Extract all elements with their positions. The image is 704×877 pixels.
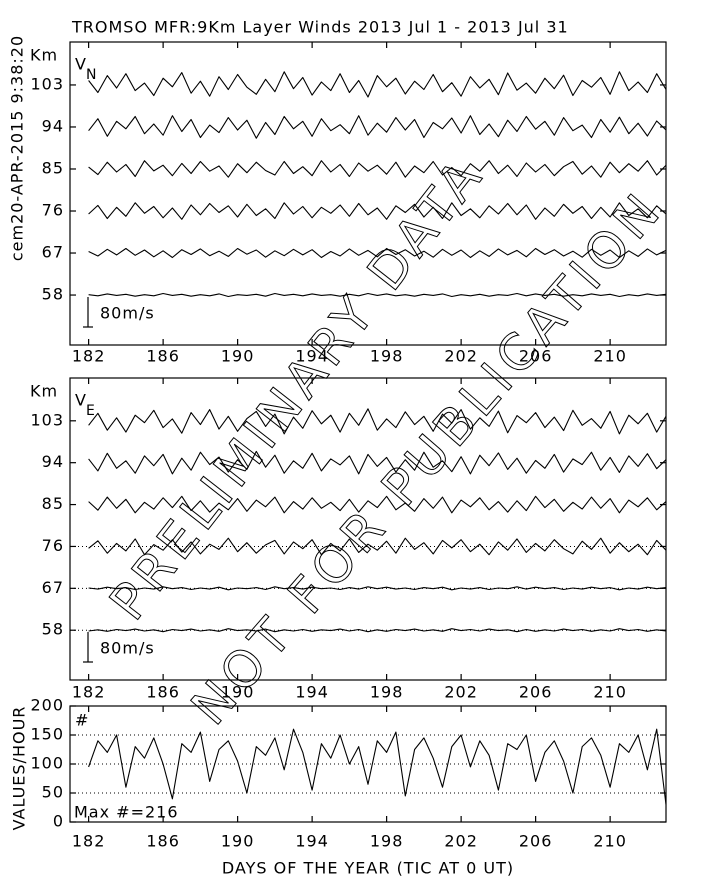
chart-title: TROMSO MFR:9Km Layer Winds 2013 Jul 1 - … <box>71 18 569 37</box>
wind-trace <box>88 495 667 514</box>
x-tick-label: 206 <box>519 347 553 366</box>
y-tick-label: 67 <box>42 578 64 597</box>
y-tick-label: 103 <box>30 410 64 429</box>
y-axis-title: VALUES/HOUR <box>10 706 29 831</box>
x-tick-label: 190 <box>221 347 255 366</box>
panel: 182 186 190 194 198 202 206 210 0 50 100 150 200VALU… <box>10 696 667 851</box>
wind-trace <box>88 160 667 178</box>
panel: 182 186 190 194 198 202 206 210 58 67 76 85 94 103 80m… <box>30 377 667 702</box>
y-axis-title: Km <box>30 46 58 65</box>
x-tick-label: 186 <box>146 832 180 851</box>
x-tick-label: 198 <box>370 832 404 851</box>
wind-trace <box>88 450 667 475</box>
y-tick-label: 67 <box>42 243 64 262</box>
max-label: Max #=216 <box>74 803 179 822</box>
x-tick-label: 194 <box>295 347 329 366</box>
marker-label: # <box>75 711 89 730</box>
x-tick-label: 202 <box>444 832 478 851</box>
wind-trace <box>88 71 667 98</box>
x-tick-label: 206 <box>519 832 553 851</box>
wind-trace <box>88 586 667 591</box>
y-tick-label: 76 <box>42 536 64 555</box>
x-tick-label: 182 <box>72 683 106 702</box>
y-tick-label: 100 <box>30 754 64 773</box>
x-tick-label: 194 <box>295 683 329 702</box>
x-tick-label: 206 <box>519 683 553 702</box>
x-tick-label: 210 <box>593 347 627 366</box>
scale-label: 80m/s <box>100 304 155 323</box>
plot-frame <box>69 41 667 346</box>
plot-frame <box>69 377 667 681</box>
wind-trace <box>88 408 667 435</box>
wind-trace <box>88 202 667 220</box>
wind-trace <box>88 292 667 298</box>
y-tick-label: 94 <box>42 452 64 471</box>
y-tick-label: 94 <box>42 116 64 135</box>
y-tick-label: 0 <box>53 812 64 831</box>
x-tick-label: 210 <box>593 683 627 702</box>
scale-label: 80m/s <box>100 639 155 658</box>
y-tick-label: 76 <box>42 201 64 220</box>
panel: 182 186 190 194 198 202 206 210 58 67 76 85 94 103 80m… <box>30 41 667 366</box>
component-subscript: N <box>86 67 97 83</box>
x-tick-label: 198 <box>370 683 404 702</box>
component-subscript: E <box>86 403 96 419</box>
x-tick-label: 190 <box>221 683 255 702</box>
y-tick-label: 103 <box>30 74 64 93</box>
x-tick-label: 202 <box>444 347 478 366</box>
x-tick-label: 186 <box>146 683 180 702</box>
x-tick-label: 186 <box>146 347 180 366</box>
wind-trace <box>88 115 667 139</box>
x-tick-label: 210 <box>593 832 627 851</box>
x-tick-label: 194 <box>295 832 329 851</box>
side-label: cem20-APR-2015 9:38:20 <box>8 35 27 261</box>
x-tick-label: 182 <box>72 832 106 851</box>
wind-trace <box>88 537 667 556</box>
wind-trace <box>88 247 667 259</box>
watermark: PRELIMINARY DATA <box>99 145 496 631</box>
y-axis-title: Km <box>30 382 58 401</box>
y-tick-label: 50 <box>42 783 64 802</box>
x-tick-label: 190 <box>221 832 255 851</box>
component-label: V <box>75 391 87 410</box>
count-trace <box>88 728 667 805</box>
x-axis-title: DAYS OF THE YEAR (TIC AT 0 UT) <box>222 859 514 877</box>
x-tick-label: 182 <box>72 347 106 366</box>
wind-trace <box>88 628 667 633</box>
y-tick-label: 58 <box>42 285 64 304</box>
y-tick-label: 200 <box>30 696 64 715</box>
y-tick-label: 58 <box>42 620 64 639</box>
component-label: V <box>75 55 87 74</box>
y-tick-label: 85 <box>42 158 64 177</box>
y-tick-label: 85 <box>42 494 64 513</box>
x-tick-label: 198 <box>370 347 404 366</box>
x-tick-label: 202 <box>444 683 478 702</box>
y-tick-label: 150 <box>30 725 64 744</box>
